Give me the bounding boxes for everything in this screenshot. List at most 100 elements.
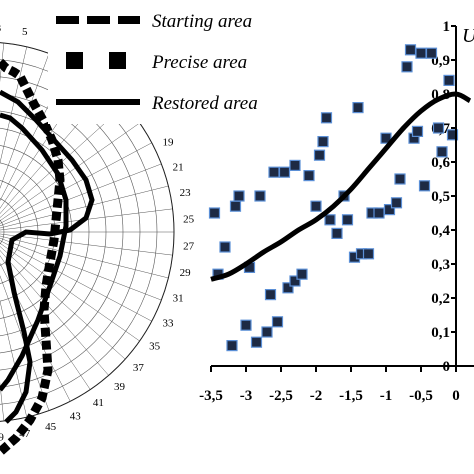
polar-panel: 3579111315171921232527293133353739414345… (0, 22, 195, 456)
polar-tick-label: 49 (0, 432, 4, 444)
legend-swatch-square-1 (66, 52, 83, 69)
legend: Starting area Precise area Restored area (48, 4, 304, 124)
polar-spoke (0, 163, 162, 227)
polar-tick-label: 39 (114, 381, 126, 393)
x-tick-label: -2,5 (269, 388, 293, 404)
polar-tick-label: 47 (19, 428, 31, 440)
precise-marker (226, 340, 238, 352)
precise-marker (341, 214, 354, 226)
legend-label-precise: Precise area (151, 52, 247, 73)
legend-item-restored: Restored area (56, 93, 258, 114)
x-tick-label: -3 (240, 388, 253, 404)
polar-spoke (0, 275, 50, 411)
x-tick-label: -2 (310, 388, 323, 404)
polar-precise-curve (0, 58, 65, 456)
polar-grid (0, 42, 175, 422)
y-tick-label: 0,2 (431, 291, 450, 307)
precise-marker (317, 136, 329, 148)
x-tick-label: -1,5 (339, 388, 363, 404)
precise-marker (320, 112, 333, 124)
polar-tick-label: 31 (173, 293, 184, 305)
precise-marker (401, 61, 413, 73)
polar-tick-label: 33 (162, 317, 174, 329)
precise-marker (208, 207, 221, 219)
polar-tick-label: 27 (183, 240, 195, 252)
polar-spoke (0, 262, 71, 402)
polar-spoke (0, 233, 173, 256)
precise-marker (289, 275, 301, 287)
polar-spoke (0, 53, 50, 189)
precise-marker (268, 166, 280, 178)
precise-area-markers (208, 44, 459, 352)
x-tick-label: -1 (380, 388, 393, 404)
scatter-panel: 00,10,20,30,40,50,60,70,80,91 -3,5-3-2,5… (199, 19, 474, 404)
polar-spoke (0, 142, 152, 224)
x-tick-label: -3,5 (199, 388, 223, 404)
precise-marker (415, 47, 427, 59)
precise-marker (446, 129, 459, 141)
polar-curves (0, 58, 95, 456)
precise-marker (380, 132, 392, 144)
precise-marker (352, 101, 364, 114)
y-tick-label: 0,6 (431, 155, 450, 171)
precise-marker (229, 200, 242, 212)
polar-outer-ring (0, 42, 175, 422)
polar-spoke (0, 235, 169, 279)
polar-tick-label: 37 (133, 362, 145, 374)
precise-marker (390, 197, 403, 209)
precise-marker (264, 289, 277, 301)
y-tick-label: 0,4 (431, 223, 450, 239)
polar-tick-label: 45 (45, 421, 57, 433)
legend-label-starting: Starting area (152, 11, 252, 32)
polar-restored-curve-outer (0, 89, 95, 424)
precise-marker (362, 248, 375, 260)
polar-tick-label: 23 (180, 187, 192, 199)
precise-marker (432, 122, 445, 134)
polar-tick-label: 35 (149, 341, 161, 353)
polar-spoke (0, 208, 173, 231)
legend-item-precise: Precise area (66, 52, 247, 73)
x-tick-label: -0,5 (409, 388, 433, 404)
legend-label-restored: Restored area (151, 93, 258, 114)
precise-marker (240, 319, 252, 331)
polar-tick-label: 3 (0, 22, 2, 34)
precise-marker (250, 336, 263, 348)
polar-spoke (0, 255, 91, 390)
precise-marker (310, 200, 322, 212)
polar-tick-label: 29 (180, 267, 192, 279)
precise-marker (383, 204, 396, 216)
precise-marker (313, 149, 326, 161)
precise-marker (373, 207, 385, 219)
x-ticks: -3,5 -3 -2,5 -2 -1,5 -1 -0,5 0 (199, 366, 460, 404)
precise-marker (296, 268, 308, 280)
polar-spoke (0, 43, 5, 83)
precise-marker (394, 173, 406, 185)
legend-swatch-square-2 (109, 52, 126, 69)
x-tick-label: 0 (452, 388, 460, 404)
precise-marker (303, 170, 315, 182)
precise-marker (404, 44, 417, 56)
polar-restored-curve-inner (0, 112, 69, 392)
precise-marker (411, 125, 424, 138)
precise-marker (425, 47, 438, 59)
precise-marker (331, 227, 343, 239)
restored-area-line (210, 91, 472, 282)
y-axis-label: U (462, 25, 474, 47)
precise-marker (324, 214, 336, 226)
precise-marker (233, 190, 245, 202)
precise-marker (271, 316, 284, 328)
legend-item-starting: Starting area (56, 11, 252, 32)
y-tick-label: 0,3 (431, 257, 450, 273)
polar-spoke (0, 300, 27, 418)
y-tick-label: 0,1 (431, 325, 450, 341)
polar-tick-label: 5 (22, 26, 28, 38)
precise-marker (219, 241, 231, 253)
polar-tick-label: 19 (162, 137, 174, 149)
precise-marker (282, 282, 294, 294)
polar-tick-label: 25 (183, 214, 195, 226)
polar-tick-label: 21 (173, 161, 184, 173)
y-tick-label: 0,5 (431, 189, 450, 205)
precise-marker (436, 146, 448, 158)
precise-marker (443, 74, 455, 87)
